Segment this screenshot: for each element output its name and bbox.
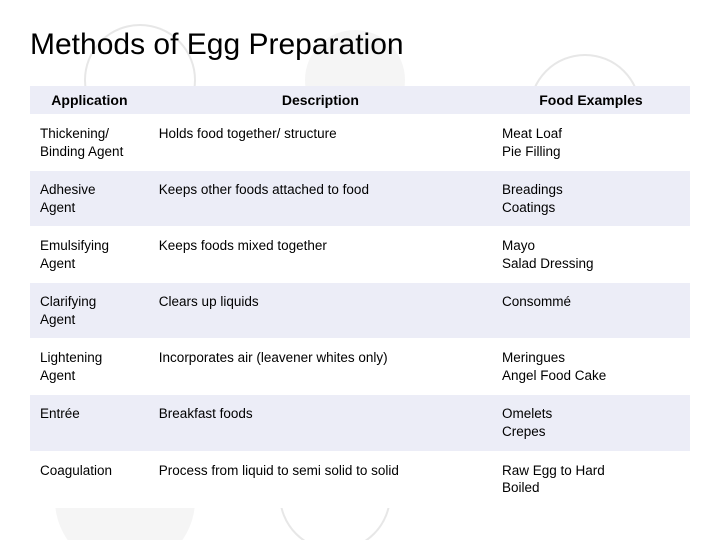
egg-methods-table: Application Description Food Examples Th…	[30, 86, 690, 508]
col-application: Application	[30, 86, 149, 115]
col-food-examples: Food Examples	[492, 86, 690, 115]
cell-description: Clears up liquids	[149, 283, 492, 339]
col-description: Description	[149, 86, 492, 115]
cell-examples: MayoSalad Dressing	[492, 227, 690, 283]
cell-application: Thickening/Binding Agent	[30, 115, 149, 171]
cell-examples: BreadingsCoatings	[492, 171, 690, 227]
table-row: ClarifyingAgent Clears up liquids Consom…	[30, 283, 690, 339]
table-row: EmulsifyingAgent Keeps foods mixed toget…	[30, 227, 690, 283]
cell-application: Entrée	[30, 395, 149, 451]
cell-application: EmulsifyingAgent	[30, 227, 149, 283]
cell-description: Breakfast foods	[149, 395, 492, 451]
table-header-row: Application Description Food Examples	[30, 86, 690, 115]
cell-examples: Consommé	[492, 283, 690, 339]
cell-application: ClarifyingAgent	[30, 283, 149, 339]
cell-description: Keeps foods mixed together	[149, 227, 492, 283]
cell-description: Keeps other foods attached to food	[149, 171, 492, 227]
cell-examples: MeringuesAngel Food Cake	[492, 339, 690, 395]
table-row: Thickening/Binding Agent Holds food toge…	[30, 115, 690, 171]
table-row: AdhesiveAgent Keeps other foods attached…	[30, 171, 690, 227]
table-body: Thickening/Binding Agent Holds food toge…	[30, 115, 690, 508]
cell-description: Holds food together/ structure	[149, 115, 492, 171]
table-row: Entrée Breakfast foods OmeletsCrepes	[30, 395, 690, 451]
cell-examples: Raw Egg to HardBoiled	[492, 451, 690, 507]
cell-application: LighteningAgent	[30, 339, 149, 395]
cell-application: AdhesiveAgent	[30, 171, 149, 227]
page-title: Methods of Egg Preparation	[30, 28, 690, 62]
cell-description: Process from liquid to semi solid to sol…	[149, 451, 492, 507]
cell-examples: Meat LoafPie Filling	[492, 115, 690, 171]
table-row: LighteningAgent Incorporates air (leaven…	[30, 339, 690, 395]
cell-application: Coagulation	[30, 451, 149, 507]
cell-description: Incorporates air (leavener whites only)	[149, 339, 492, 395]
cell-examples: OmeletsCrepes	[492, 395, 690, 451]
table-row: Coagulation Process from liquid to semi …	[30, 451, 690, 507]
